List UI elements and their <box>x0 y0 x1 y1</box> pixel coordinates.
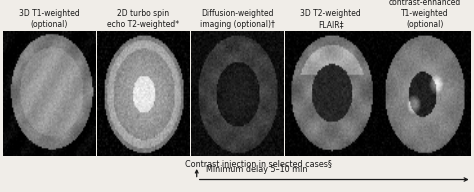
Text: Contrast injection in selected cases§: Contrast injection in selected cases§ <box>185 160 332 169</box>
Text: 3D T2-weighted
FLAIR‡: 3D T2-weighted FLAIR‡ <box>301 9 361 29</box>
Text: Minimum delay 5–10 min: Minimum delay 5–10 min <box>206 165 308 174</box>
Text: 2D or 3D
contrast-enhanced
T1-weighted
(optional): 2D or 3D contrast-enhanced T1-weighted (… <box>389 0 461 29</box>
Text: 2D turbo spin
echo T2-weighted*: 2D turbo spin echo T2-weighted* <box>107 9 179 29</box>
Text: 3D T1-weighted
(optional): 3D T1-weighted (optional) <box>19 9 80 29</box>
Text: Diffusion-weighted
imaging (optional)†: Diffusion-weighted imaging (optional)† <box>200 9 274 29</box>
